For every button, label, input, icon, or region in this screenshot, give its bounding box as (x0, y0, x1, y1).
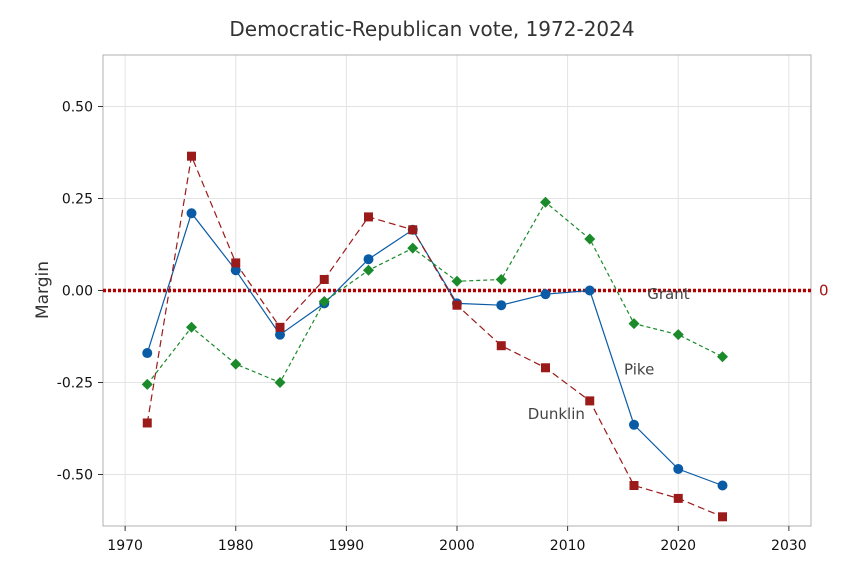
data-point-grant (628, 318, 640, 330)
data-point-dunklin (585, 396, 595, 406)
y-axis: 0.50 0.25 0.00 -0.25 -0.50 (57, 100, 103, 483)
data-point-dunklin (452, 300, 462, 310)
y-tick-label: -0.25 (57, 375, 93, 391)
annotation-pike: Pike (624, 361, 654, 379)
data-point-pike (584, 285, 595, 296)
chart-title: Democratic-Republican vote, 1972-2024 (229, 17, 634, 41)
data-point-grant (540, 196, 551, 208)
data-point-grant (495, 273, 507, 285)
data-point-dunklin (629, 481, 639, 491)
series-line-dunklin (146, 154, 723, 518)
data-point-pike (275, 329, 285, 340)
x-tick-label: 2030 (771, 538, 807, 554)
y-tick-label: 0.25 (62, 192, 93, 208)
data-point-grant (672, 329, 684, 341)
y-axis-label: Margin (33, 261, 53, 319)
data-point-dunklin (718, 512, 727, 522)
data-point-grant (584, 233, 596, 245)
y-tick-label: 0.00 (62, 284, 93, 300)
x-tick-label: 1970 (107, 538, 143, 554)
data-point-pike (540, 289, 551, 300)
data-point-dunklin (408, 225, 418, 235)
data-point-dunklin (142, 418, 152, 428)
data-point-pike (717, 480, 728, 491)
y-tick-label: -0.50 (57, 467, 93, 483)
data-point-dunklin (231, 258, 241, 268)
data-point-grant (717, 351, 728, 363)
data-point-pike (186, 208, 197, 219)
reference-line-group: 0 (103, 282, 829, 300)
series-dunklin (142, 151, 727, 522)
data-point-grant (363, 264, 374, 276)
data-point-grant (230, 358, 242, 370)
series-grant (141, 196, 728, 390)
data-point-dunklin (319, 274, 329, 284)
data-point-dunklin (541, 363, 550, 373)
data-point-dunklin (496, 341, 506, 351)
x-axis: 1970 1980 1990 2000 2010 2020 2030 (107, 526, 807, 554)
data-point-grant (186, 321, 197, 333)
x-tick-label: 1990 (329, 538, 365, 554)
data-point-pike (363, 254, 374, 265)
data-point-pike (496, 300, 507, 311)
series-group (141, 151, 728, 522)
data-point-pike (673, 463, 684, 474)
x-tick-label: 2010 (550, 538, 586, 554)
annotations: Grant Pike Dunklin (528, 285, 690, 423)
data-point-pike (230, 265, 241, 276)
x-tick-label: 1980 (218, 538, 254, 554)
data-point-grant (451, 275, 463, 287)
data-point-grant (274, 376, 286, 388)
data-point-grant (318, 296, 330, 308)
annotation-grant: Grant (647, 285, 689, 303)
data-point-dunklin (187, 151, 196, 161)
reference-line-label: 0 (819, 282, 829, 300)
data-point-dunklin (275, 322, 285, 332)
data-point-dunklin (364, 212, 373, 222)
x-tick-label: 2020 (660, 538, 696, 554)
x-tick-label: 2000 (439, 538, 475, 554)
data-point-pike (629, 419, 639, 430)
data-point-grant (407, 242, 419, 254)
annotation-dunklin: Dunklin (528, 405, 585, 423)
data-point-grant (141, 378, 153, 390)
series-line-grant (146, 201, 723, 385)
y-tick-label: 0.50 (62, 100, 93, 116)
data-point-pike (142, 348, 153, 359)
series-pike (142, 208, 728, 491)
data-point-dunklin (673, 493, 683, 503)
series-line-pike (146, 211, 723, 487)
